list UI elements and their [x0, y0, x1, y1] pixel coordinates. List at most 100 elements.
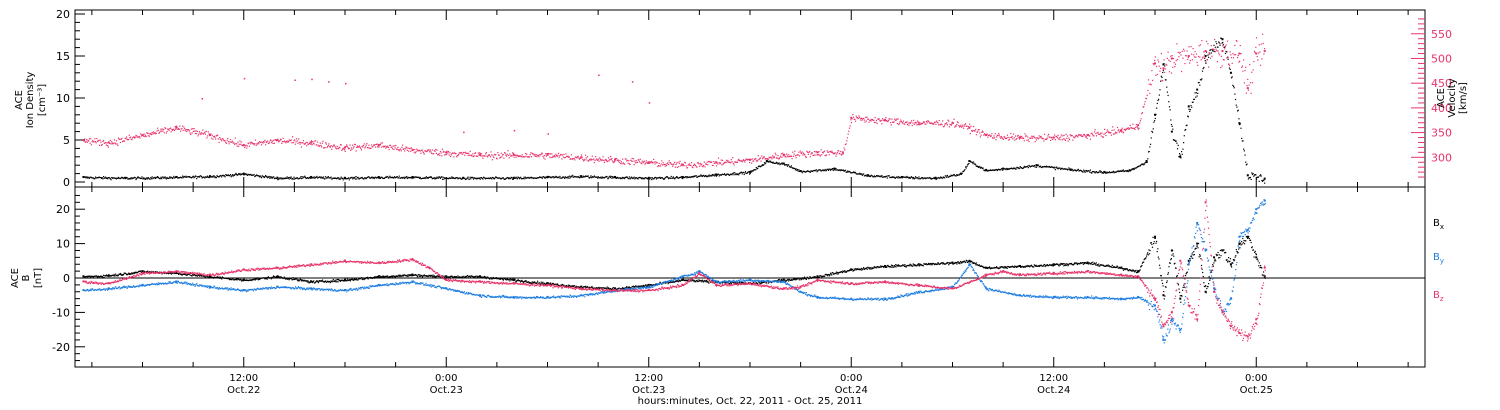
velocity-sample — [1110, 134, 1112, 136]
b-bx-sample — [591, 287, 594, 289]
b-bx-sample — [241, 280, 243, 282]
b-bx-sample — [633, 287, 635, 289]
density-sample — [538, 177, 540, 179]
density-sample — [1124, 170, 1126, 172]
velocity-sample — [389, 144, 392, 146]
velocity-sample — [196, 130, 199, 133]
b-bx-sample — [336, 278, 339, 281]
density-sample — [192, 176, 194, 178]
b-bx-sample — [672, 281, 674, 283]
density-sample — [707, 175, 710, 177]
velocity-sample — [1257, 59, 1259, 61]
velocity-sample — [675, 163, 677, 166]
density-sample — [1175, 140, 1177, 142]
velocity-sample — [649, 162, 651, 164]
density-sample — [181, 175, 184, 177]
velocity-sample — [248, 142, 250, 145]
velocity-sample — [769, 156, 772, 158]
velocity-sample — [345, 145, 347, 148]
density-sample — [806, 170, 808, 172]
density-sample — [518, 176, 520, 179]
density-sample — [954, 174, 956, 177]
density-sample — [87, 176, 89, 178]
density-sample — [845, 171, 847, 173]
density-sample — [659, 176, 661, 178]
velocity-sample — [696, 166, 698, 168]
density-sample — [174, 177, 176, 179]
density-sample — [554, 176, 556, 178]
density-sample — [208, 176, 210, 179]
density-sample — [434, 178, 436, 180]
velocity-sample — [487, 154, 489, 157]
velocity-sample — [524, 156, 526, 158]
density-sample — [1018, 167, 1021, 169]
density-point — [242, 172, 245, 175]
b-bx-sample — [212, 277, 214, 279]
density-sample — [572, 174, 574, 177]
velocity-sample — [811, 152, 813, 154]
velocity-sample — [323, 147, 325, 149]
velocity-sample — [1237, 54, 1239, 57]
velocity-sample — [534, 153, 536, 156]
velocity-sample — [1203, 51, 1205, 53]
b-bx-sample — [371, 277, 373, 279]
density-sample — [589, 177, 591, 179]
density-sample — [688, 176, 691, 178]
density-sample — [1133, 168, 1135, 170]
density-sample — [790, 165, 793, 167]
density-sample — [344, 178, 346, 180]
b-bx-sample — [398, 274, 401, 276]
velocity-sample — [1070, 134, 1073, 137]
velocity-sample — [1187, 58, 1189, 60]
density-sample — [852, 171, 855, 173]
density-sample — [1103, 171, 1105, 173]
velocity-sample — [607, 157, 610, 159]
density-sample — [973, 163, 975, 165]
density-tick-label: 5 — [63, 134, 70, 147]
velocity-sample — [1141, 112, 1144, 114]
density-sample — [196, 176, 199, 178]
velocity-sample — [742, 159, 745, 161]
velocity-sample — [258, 141, 261, 143]
b-bx-sample — [538, 282, 541, 284]
density-outlier-point — [311, 78, 313, 81]
velocity-sample — [250, 143, 252, 145]
velocity-sample — [712, 164, 714, 166]
velocity-sample — [394, 147, 396, 149]
density-sample — [1244, 154, 1246, 156]
velocity-sample — [378, 146, 380, 148]
velocity-sample — [316, 141, 319, 143]
velocity-sample — [308, 143, 310, 145]
density-sample — [422, 177, 425, 179]
velocity-sample — [568, 156, 570, 158]
density-sample — [220, 175, 222, 177]
density-sample — [726, 173, 728, 175]
velocity-sample — [148, 135, 151, 137]
density-sample — [1064, 168, 1066, 170]
density-sample — [505, 177, 508, 179]
velocity-sample — [526, 153, 528, 155]
velocity-sample — [1040, 136, 1042, 138]
density-sample — [416, 176, 418, 179]
density-sample — [503, 178, 505, 180]
b-bx-sample — [443, 276, 445, 278]
density-sample — [1077, 169, 1079, 171]
velocity-sample — [494, 154, 496, 156]
density-sample — [863, 173, 865, 175]
density-sample — [235, 172, 237, 174]
velocity-sample — [149, 133, 151, 135]
b-bx-point — [1204, 290, 1207, 293]
velocity-sample — [298, 138, 300, 140]
velocity-sample — [842, 153, 845, 155]
density-sample — [249, 174, 251, 176]
density-sample — [628, 178, 630, 180]
density-sample — [1092, 170, 1094, 173]
b-bx-sample — [693, 280, 695, 283]
velocity-sample — [609, 155, 612, 158]
velocity-sample — [952, 122, 954, 124]
density-sample — [939, 177, 941, 179]
velocity-sample — [1141, 113, 1143, 115]
velocity-sample — [761, 155, 763, 157]
velocity-sample — [834, 152, 836, 154]
density-sample — [1232, 84, 1234, 86]
